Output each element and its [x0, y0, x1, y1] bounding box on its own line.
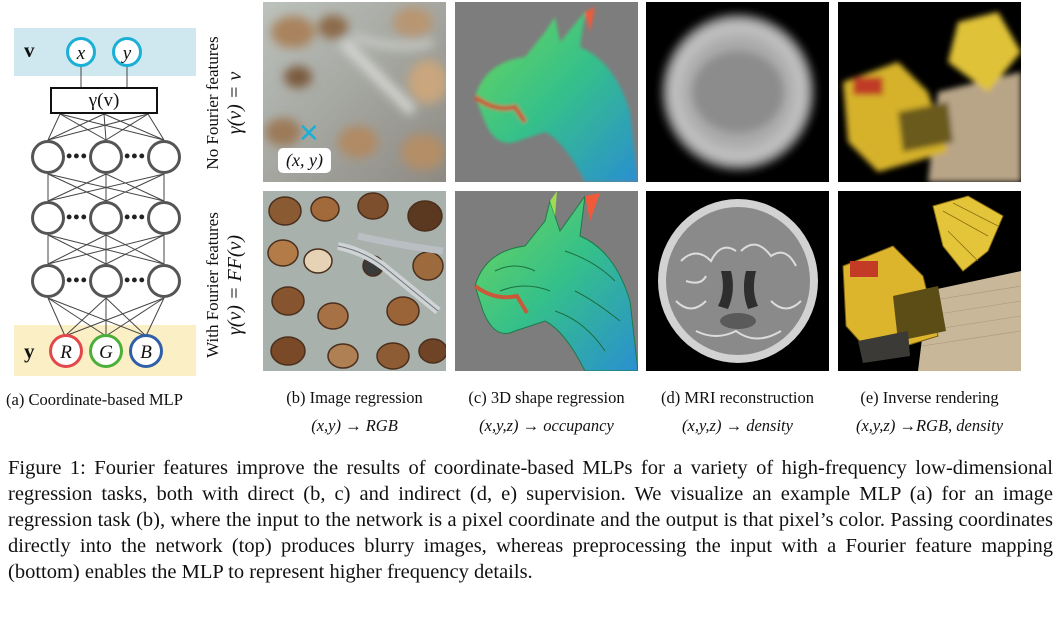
mlp-edges — [47, 66, 165, 337]
hidden-node — [31, 140, 65, 174]
mri-reconstruction-sharp — [646, 191, 829, 371]
coordinate-marker-label: (x, y) — [278, 148, 331, 173]
coordinate-marker-icon: ✕ — [298, 119, 320, 149]
ellipsis-dots: ••• — [66, 146, 88, 166]
io-b: (x,y) → RGB — [311, 416, 398, 435]
shape-regression-sharp — [455, 191, 638, 371]
inverse-rendering-blurry — [838, 2, 1021, 182]
ellipsis-dots: ••• — [124, 270, 146, 290]
caption-c: (c) 3D shape regression — [468, 388, 625, 407]
caption-b: (b) Image regression — [286, 388, 423, 407]
io-d: (x,y,z) → density — [682, 416, 793, 435]
hidden-node — [89, 264, 123, 298]
input-vector-label: v — [24, 38, 35, 62]
ellipsis-dots: ••• — [66, 207, 88, 227]
hidden-node — [89, 201, 123, 235]
hidden-node — [31, 201, 65, 235]
hidden-node — [147, 264, 181, 298]
input-node-y: y — [112, 37, 142, 67]
inverse-rendering-sharp — [838, 191, 1021, 371]
output-node-b: B — [129, 334, 163, 368]
input-band — [14, 28, 196, 76]
ellipsis-dots: ••• — [66, 270, 88, 290]
hidden-node — [31, 264, 65, 298]
ellipsis-dots: ••• — [124, 146, 146, 166]
fourier-mapping-box: γ(v) — [50, 87, 158, 114]
output-node-g: G — [89, 334, 123, 368]
hidden-node — [147, 201, 181, 235]
row-label-no-fourier: No Fourier features γ(v) = v — [203, 36, 246, 170]
image-regression-sharp — [263, 191, 446, 371]
figure-caption: Figure 1: Fourier features improve the r… — [8, 457, 1053, 583]
caption-d: (d) MRI reconstruction — [660, 388, 815, 407]
input-node-x: x — [66, 37, 96, 67]
hidden-node — [89, 140, 123, 174]
ellipsis-dots: ••• — [124, 207, 146, 227]
io-e: (x,y,z) →RGB, density — [855, 416, 1004, 435]
mri-reconstruction-blurry — [646, 2, 829, 182]
caption-e: (e) Inverse rendering — [860, 388, 999, 407]
shape-regression-blurry — [455, 2, 638, 182]
caption-a: (a) Coordinate-based MLP — [6, 390, 183, 409]
output-node-r: R — [49, 334, 83, 368]
row-label-with-fourier: With Fourier features γ(v) = FF(v) — [203, 212, 246, 358]
hidden-node — [147, 140, 181, 174]
io-c: (x,y,z) → occupancy — [479, 416, 614, 435]
output-vector-label: y — [24, 339, 35, 363]
